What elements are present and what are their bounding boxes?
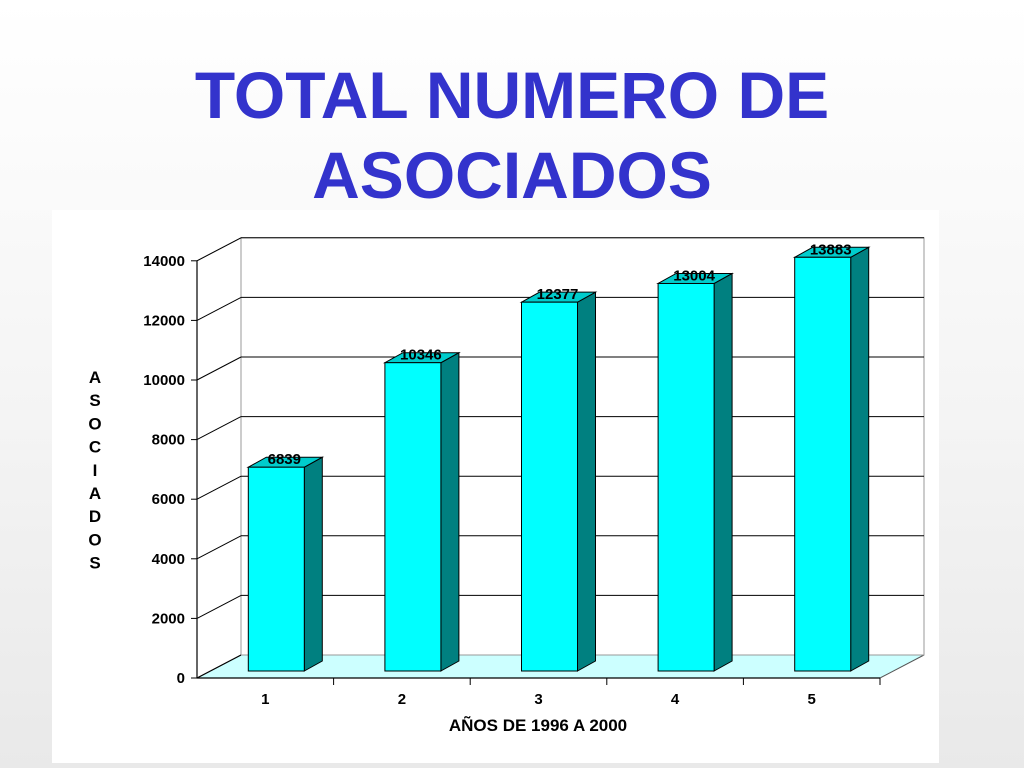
x-tick-label: 1 (261, 691, 269, 708)
gridline-depth (196, 475, 242, 500)
gridline-depth (196, 535, 242, 560)
data-label: 6839 (268, 451, 301, 468)
bar-side (303, 456, 323, 672)
bar-side (850, 246, 870, 672)
gridline-depth (196, 296, 242, 321)
x-tick-label: 2 (398, 691, 406, 708)
gridline-depth (196, 594, 242, 619)
y-tick-label: 6000 (152, 491, 185, 508)
x-tick-label: 4 (671, 691, 680, 708)
y-axis-title-letter: O (88, 414, 101, 433)
y-axis-title-letter: A (89, 368, 101, 387)
y-axis-title-letter: S (89, 554, 100, 573)
chart-text: 0 2000 4000 6000 8000 10000 12000 14000 6839 1 103… (88, 241, 851, 735)
bar (247, 466, 305, 672)
y-axis-title-letter: I (93, 461, 98, 480)
bar (384, 362, 442, 672)
bars (246, 246, 871, 672)
axes (191, 260, 881, 685)
y-tick-label: 8000 (152, 432, 185, 449)
title-line-1: TOTAL NUMERO DE (194, 58, 830, 132)
page-title: TOTAL NUMERO DE ASOCIADOS (0, 55, 1024, 215)
y-axis-title-letter: S (89, 391, 100, 410)
y-tick-label: 12000 (143, 312, 185, 329)
y-tick-label: 10000 (143, 372, 185, 389)
bar-side (713, 272, 733, 672)
y-axis-title-letter: C (89, 438, 101, 457)
bar-side (440, 351, 460, 672)
gridline-depth (196, 654, 242, 679)
gridline-depth (196, 237, 242, 262)
y-axis-title-letter: A (89, 484, 101, 503)
x-tick-label: 3 (534, 691, 542, 708)
data-label: 13004 (673, 267, 715, 284)
x-axis-title: AÑOS DE 1996 A 2000 (449, 715, 627, 735)
y-tick-label: 4000 (152, 551, 185, 568)
data-label: 13883 (810, 241, 852, 258)
data-label: 12377 (537, 286, 579, 303)
side-wall (196, 236, 242, 679)
y-axis-title-letter: D (89, 507, 101, 526)
y-tick-label: 2000 (152, 610, 185, 627)
bar-side (577, 291, 596, 672)
x-tick-label: 5 (808, 691, 816, 708)
bar (794, 256, 852, 672)
y-axis-title-letter: O (88, 530, 101, 549)
gridline-depth (196, 416, 242, 441)
title-line-2: ASOCIADOS (312, 138, 712, 212)
bar (521, 301, 578, 672)
y-tick-label: 0 (177, 670, 185, 687)
gridline-depth (196, 356, 242, 381)
y-tick-label: 14000 (143, 253, 185, 270)
bar (657, 282, 715, 672)
data-label: 10346 (400, 347, 442, 364)
